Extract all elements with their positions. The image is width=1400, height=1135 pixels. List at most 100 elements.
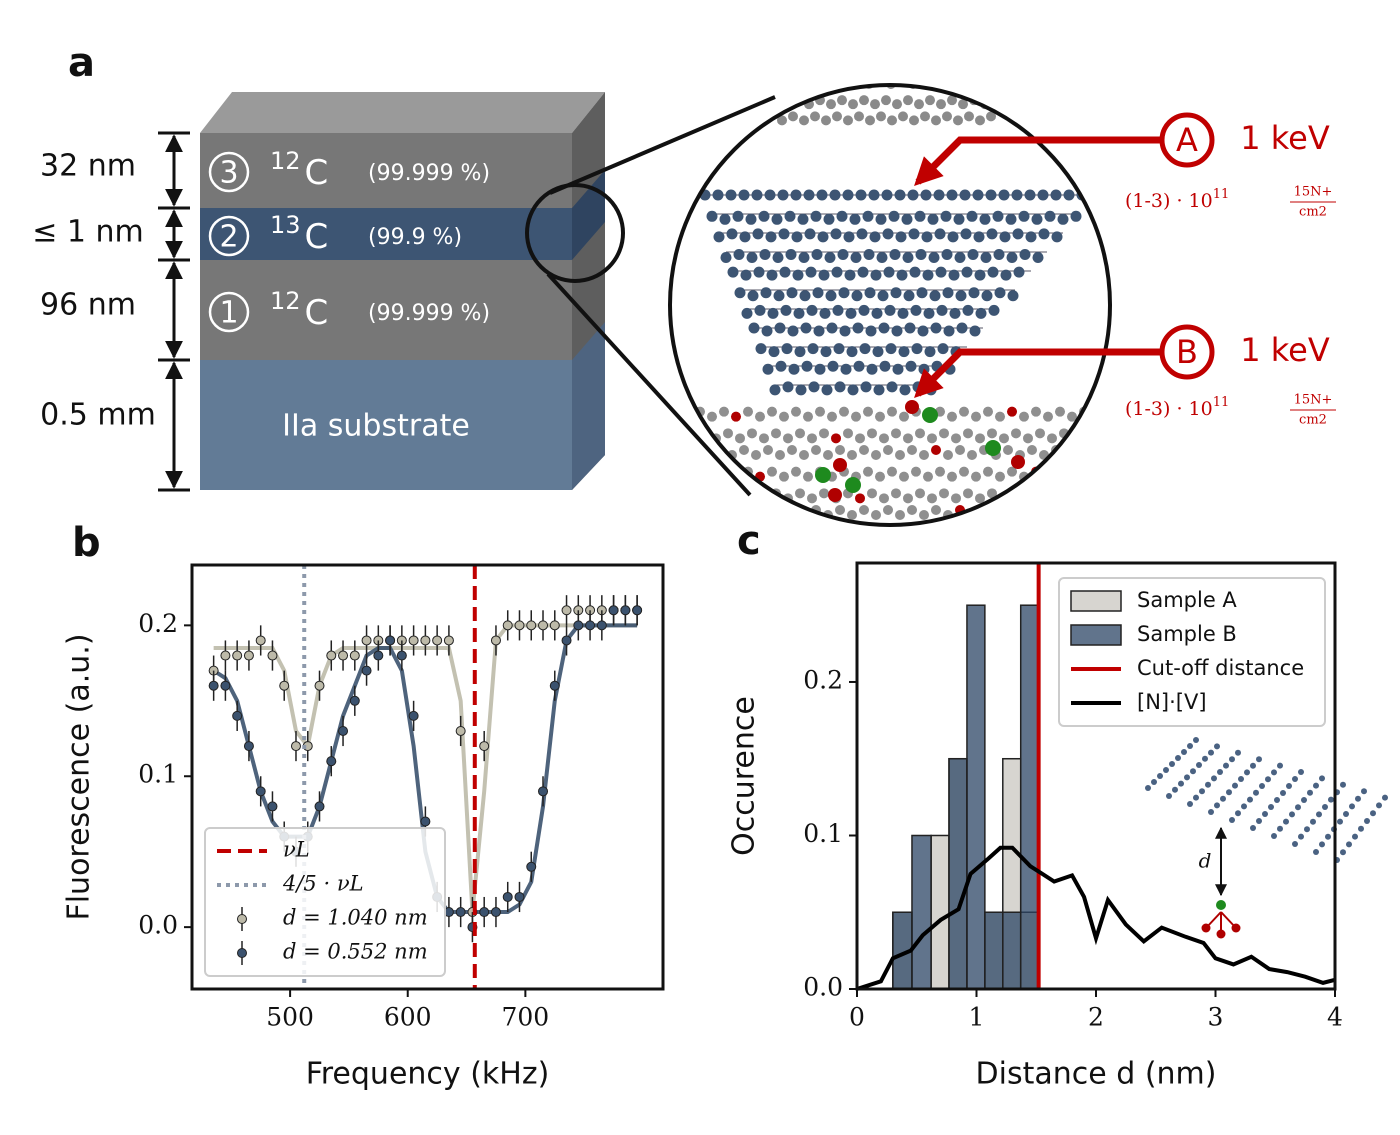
- atom: [985, 440, 1001, 456]
- atom: [873, 384, 885, 396]
- substrate: [200, 360, 572, 490]
- inset-atom: [1217, 769, 1223, 775]
- atom: [780, 304, 792, 316]
- mass-number: 12: [270, 287, 301, 315]
- inset-atom: [1172, 786, 1178, 793]
- data-point: [255, 786, 266, 797]
- atom: [713, 231, 725, 243]
- atom: [747, 428, 757, 439]
- inset-atom: [1238, 776, 1244, 782]
- atom: [791, 406, 801, 417]
- atom: [951, 493, 961, 504]
- atom: [987, 488, 997, 499]
- atom: [994, 287, 1006, 299]
- atom: [803, 189, 815, 201]
- inset-atom: [1223, 762, 1229, 769]
- atom: [754, 304, 766, 316]
- atom: [974, 269, 986, 281]
- atom: [935, 466, 945, 477]
- atom: [871, 510, 881, 520]
- data-point: [385, 635, 396, 646]
- atom: [1075, 505, 1085, 515]
- atom: [1013, 266, 1025, 278]
- atom: [883, 445, 893, 455]
- atom: [887, 406, 897, 417]
- y-tick-label: 0.0: [803, 973, 843, 1002]
- atom: [853, 360, 865, 372]
- atom: [761, 325, 773, 337]
- atom: [851, 411, 861, 422]
- atom: [892, 99, 902, 110]
- atom: [895, 510, 905, 520]
- layer-badge: [208, 291, 250, 333]
- atom: [925, 95, 935, 106]
- atom: [899, 471, 909, 482]
- data-point: [585, 620, 596, 631]
- atom: [787, 75, 797, 85]
- atom: [839, 406, 849, 417]
- atom: [799, 290, 811, 302]
- atom: [775, 360, 787, 372]
- atom: [885, 343, 897, 355]
- atom: [915, 488, 925, 499]
- atom: [764, 189, 776, 201]
- data-point: [561, 605, 572, 616]
- atom: [791, 466, 801, 477]
- atom: [1043, 411, 1053, 422]
- inset-atom: [1298, 833, 1304, 840]
- data-point: [490, 635, 501, 646]
- atom: [719, 213, 731, 225]
- atom: [723, 488, 733, 499]
- atom: [771, 428, 781, 439]
- atom: [773, 290, 785, 302]
- isotope: 12 C: [270, 287, 328, 333]
- atom: [831, 433, 841, 444]
- atom: [1011, 189, 1023, 201]
- inset-atom: [1201, 923, 1211, 933]
- atom: [803, 471, 813, 482]
- atom: [961, 266, 973, 278]
- atom: [1063, 450, 1073, 460]
- inset-atom: [1157, 773, 1163, 779]
- data-point: [255, 635, 266, 646]
- atom: [816, 189, 828, 201]
- inset-atom: [1250, 762, 1256, 769]
- data-point: [314, 680, 325, 691]
- atom: [842, 189, 854, 201]
- atom: [778, 228, 790, 240]
- atom: [809, 75, 819, 85]
- atom: [733, 249, 745, 261]
- atom: [908, 228, 920, 240]
- atom: [1007, 406, 1017, 417]
- atom: [895, 450, 905, 460]
- inset-atom: [1340, 781, 1346, 788]
- atom: [755, 343, 767, 355]
- atom: [943, 450, 953, 460]
- atom: [993, 249, 1005, 261]
- atom: [751, 189, 763, 201]
- atom: [801, 360, 813, 372]
- data-point: [549, 620, 560, 631]
- atom: [1071, 433, 1081, 444]
- atom: [1050, 189, 1062, 201]
- mass-number: 12: [270, 147, 301, 175]
- inset-atom: [1253, 789, 1259, 796]
- atom: [819, 307, 831, 319]
- atom: [920, 189, 932, 201]
- atom: [859, 505, 869, 515]
- atom: [1083, 488, 1093, 499]
- dose-exp: 11: [1213, 395, 1230, 410]
- atom: [891, 428, 901, 439]
- atom: [865, 115, 875, 126]
- atom: [759, 249, 771, 261]
- atom: [918, 363, 930, 375]
- data-point: [596, 620, 607, 631]
- layer-number: 1: [219, 296, 238, 331]
- hist-bar: [930, 834, 950, 990]
- inset-atom: [1295, 804, 1301, 811]
- data-point: [338, 725, 349, 736]
- data-point: [608, 605, 619, 616]
- panel-label: c: [737, 518, 761, 564]
- dose-num: 15N+: [1294, 393, 1333, 408]
- data-point: [361, 665, 372, 676]
